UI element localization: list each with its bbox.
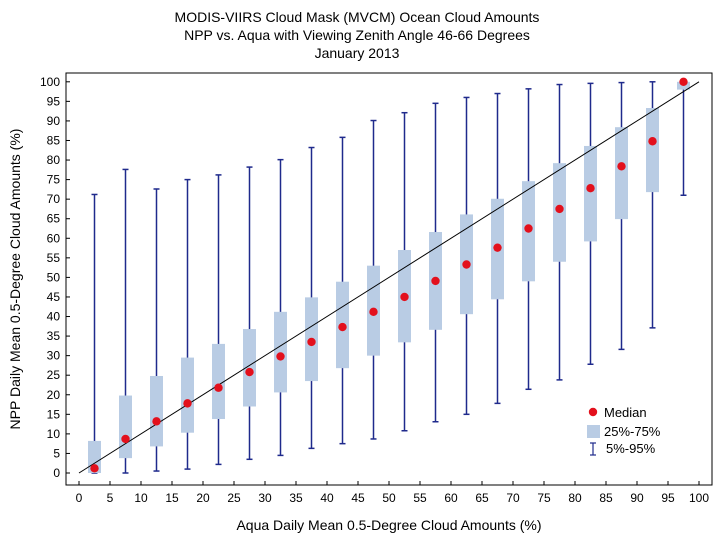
chart-title-line-2: NPP vs. Aqua with Viewing Zenith Angle 4… — [184, 27, 530, 43]
median-point — [307, 337, 316, 347]
x-tick-label: 75 — [537, 491, 551, 505]
y-tick-label: 35 — [47, 329, 61, 343]
median-point — [462, 260, 471, 269]
y-tick-label: 70 — [47, 192, 61, 206]
medians-group — [90, 77, 688, 473]
median-point — [431, 276, 440, 286]
legend-whisker-label: 5%-95% — [606, 441, 656, 456]
x-tick-label: 100 — [689, 491, 709, 505]
median-point — [276, 352, 285, 361]
iqr-box — [243, 329, 256, 407]
legend-box-label: 25%-75% — [604, 424, 661, 439]
median-point — [679, 77, 688, 87]
x-tick-label: 30 — [258, 491, 272, 505]
median-point — [524, 224, 533, 233]
iqr-box — [212, 343, 225, 420]
x-axis-ticks: 0 5 10 15 20 25 30 35 40 45 50 55 60 65 70 75 80 85 90 95 10… — [76, 481, 709, 505]
y-tick-label: 0 — [53, 466, 60, 480]
median-point — [338, 322, 347, 332]
chart-title-line-1: MODIS-VIIRS Cloud Mask (MVCM) Ocean Clou… — [175, 9, 540, 25]
x-tick-label: 20 — [196, 491, 210, 505]
x-tick-label: 60 — [444, 491, 458, 505]
iqr-box — [150, 375, 163, 447]
y-tick-label: 5 — [53, 446, 60, 460]
y-tick-label: 75 — [47, 173, 61, 187]
x-tick-label: 90 — [630, 491, 644, 505]
chart-title-line-3: January 2013 — [315, 45, 400, 61]
x-tick-label: 50 — [382, 491, 396, 505]
x-tick-label: 65 — [475, 491, 489, 505]
median-point — [617, 162, 626, 171]
x-axis-label: Aqua Daily Mean 0.5-Degree Cloud Amounts… — [236, 517, 541, 533]
x-tick-label: 70 — [506, 491, 520, 505]
median-point — [555, 204, 564, 214]
y-tick-label: 25 — [47, 368, 61, 382]
y-tick-label: 20 — [47, 388, 61, 402]
median-point — [369, 307, 378, 317]
median-point — [214, 383, 223, 392]
y-tick-label: 65 — [47, 212, 61, 226]
x-tick-label: 0 — [76, 491, 83, 505]
median-point — [400, 292, 409, 302]
x-tick-label: 95 — [661, 491, 675, 505]
x-tick-label: 85 — [599, 491, 613, 505]
y-tick-label: 95 — [47, 94, 61, 108]
boxes-group — [88, 81, 690, 473]
y-tick-label: 90 — [47, 114, 61, 128]
median-point — [121, 434, 130, 444]
x-tick-label: 5 — [107, 491, 114, 505]
iqr-box — [646, 108, 659, 193]
legend-median-label: Median — [604, 405, 647, 420]
y-tick-label: 55 — [47, 251, 61, 265]
y-tick-label: 50 — [47, 270, 61, 284]
x-tick-label: 25 — [227, 491, 241, 505]
x-tick-label: 10 — [134, 491, 148, 505]
iqr-box — [615, 127, 628, 220]
x-tick-label: 15 — [165, 491, 179, 505]
y-tick-label: 60 — [47, 231, 61, 245]
y-axis-label: NPP Daily Mean 0.5-Degree Cloud Amounts … — [7, 129, 23, 430]
x-tick-label: 55 — [413, 491, 427, 505]
iqr-box — [181, 357, 194, 433]
median-point — [648, 137, 657, 146]
median-point — [493, 243, 502, 252]
x-tick-label: 80 — [568, 491, 582, 505]
median-point — [90, 464, 99, 473]
legend: Median 25%-75% 5%-95% — [580, 400, 688, 464]
y-tick-label: 10 — [47, 427, 61, 441]
iqr-box — [274, 311, 287, 393]
y-tick-label: 80 — [47, 153, 61, 167]
x-tick-label: 45 — [351, 491, 365, 505]
y-axis-ticks: 0 5 10 15 20 25 30 35 40 45 50 55 60 65 70 75 80 85 90 95 10… — [40, 75, 70, 480]
legend-box-marker — [587, 425, 600, 438]
median-point — [245, 367, 254, 377]
iqr-box — [584, 145, 597, 242]
legend-median-marker — [588, 407, 598, 417]
x-tick-label: 35 — [289, 491, 303, 505]
y-tick-label: 30 — [47, 349, 61, 363]
y-tick-label: 85 — [47, 133, 61, 147]
y-tick-label: 100 — [40, 75, 60, 89]
y-tick-label: 45 — [47, 290, 61, 304]
legend-whisker-marker — [590, 442, 596, 456]
y-tick-label: 40 — [47, 310, 61, 324]
median-point — [183, 399, 192, 408]
median-point — [152, 417, 161, 426]
iqr-box — [119, 395, 132, 459]
median-point — [586, 184, 595, 193]
reference-line-y-equals-x — [78, 81, 700, 474]
y-tick-label: 15 — [47, 407, 61, 421]
x-tick-label: 40 — [320, 491, 334, 505]
